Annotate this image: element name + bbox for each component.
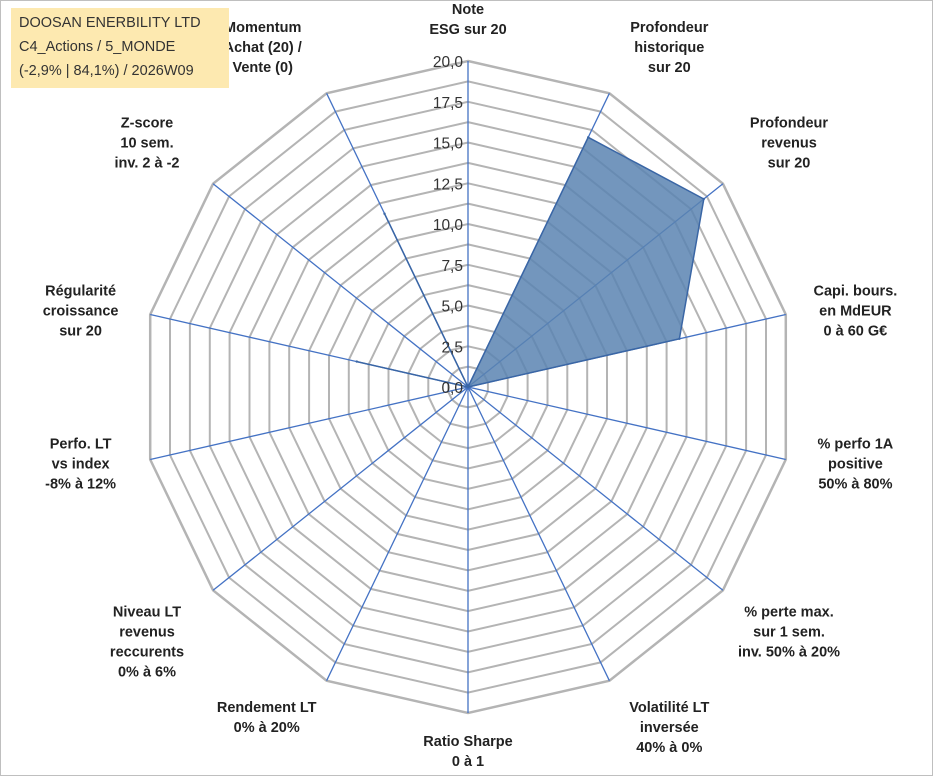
axis-label: Niveau LT revenus reccurents 0% à 6% bbox=[110, 605, 184, 681]
axis-label: Profondeur historique sur 20 bbox=[630, 20, 708, 76]
data-point bbox=[678, 337, 681, 340]
tick-label: 20,0 bbox=[433, 54, 464, 71]
data-point bbox=[466, 385, 470, 389]
stock-info-box: DOOSAN ENERBILITY LTD C4_Actions / 5_MON… bbox=[11, 8, 229, 88]
axis-label: Volatilité LT inversée 40% à 0% bbox=[629, 700, 709, 756]
axis-label: % perfo 1A positive 50% à 80% bbox=[818, 437, 894, 493]
axis-spoke bbox=[467, 386, 786, 461]
data-point bbox=[702, 197, 705, 201]
tick-label: 0,0 bbox=[441, 380, 463, 397]
axis-label: % perte max. sur 1 sem. inv. 50% à 20% bbox=[738, 605, 840, 661]
axis-spoke bbox=[212, 386, 469, 591]
axis-spoke bbox=[212, 183, 469, 388]
tick-label: 2,5 bbox=[441, 339, 463, 356]
axis-label: Profondeur revenus sur 20 bbox=[750, 116, 828, 172]
radar-axis-labels: Note ESG sur 20 Profondeur historique sur 20… bbox=[43, 2, 898, 770]
axis-label: Perfo. LT vs index -8% à 12% bbox=[45, 437, 116, 493]
data-point bbox=[355, 360, 358, 363]
data-point bbox=[383, 212, 386, 215]
axis-label: Ratio Sharpe 0 à 1 bbox=[423, 734, 512, 770]
radar-series bbox=[355, 136, 705, 389]
tick-label: 12,5 bbox=[433, 176, 463, 193]
tick-label: 7,5 bbox=[441, 258, 463, 275]
data-point bbox=[587, 136, 590, 139]
radar-tick-labels: 0,0 2,5 5,0 7,5 10,0 12,5 15,0 17,5 20,0 bbox=[433, 54, 464, 397]
axis-spoke bbox=[326, 386, 469, 681]
axis-label: Rendement LT 0% à 20% bbox=[217, 700, 317, 736]
axis-spoke bbox=[467, 386, 610, 681]
tick-label: 17,5 bbox=[433, 95, 463, 112]
tick-label: 5,0 bbox=[441, 299, 463, 316]
axis-spoke bbox=[467, 386, 724, 591]
series-area bbox=[356, 136, 705, 388]
tick-label: 10,0 bbox=[433, 217, 464, 234]
category-label: C4_Actions / 5_MONDE bbox=[19, 39, 176, 55]
axis-label: Régularité croissance sur 20 bbox=[43, 284, 119, 340]
axis-label: Momentum Achat (20) / Vente (0) bbox=[224, 20, 302, 76]
axis-label: Z-score 10 sem. inv. 2 à -2 bbox=[114, 116, 179, 172]
stats-label: (-2,9% | 84,1%) / 2026W09 bbox=[19, 63, 194, 79]
axis-label: Note ESG sur 20 bbox=[429, 2, 506, 38]
tick-label: 15,0 bbox=[433, 136, 464, 153]
axis-spoke bbox=[150, 386, 469, 461]
company-name: DOOSAN ENERBILITY LTD bbox=[19, 15, 201, 31]
axis-label: Capi. bours. en MdEUR 0 à 60 G€ bbox=[814, 284, 898, 340]
